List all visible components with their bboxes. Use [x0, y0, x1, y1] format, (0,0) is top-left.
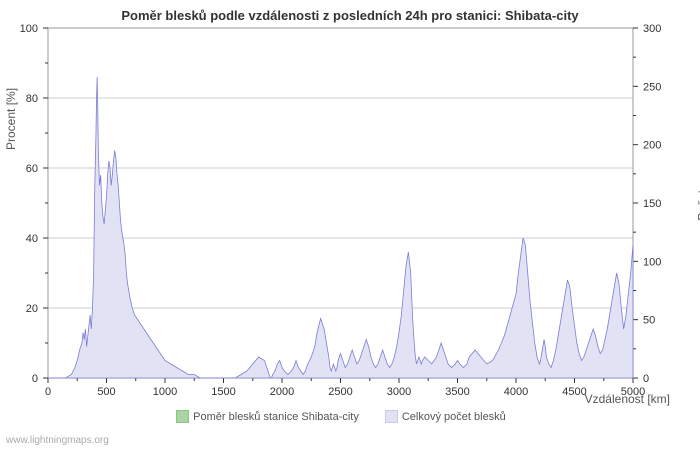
bottom-tick-label: 2500 — [328, 386, 352, 398]
left-tick-label: 40 — [26, 233, 38, 245]
right-tick-label: 150 — [643, 198, 661, 210]
left-tick-label: 60 — [26, 163, 38, 175]
right-tick-label: 300 — [643, 23, 661, 35]
bottom-tick-label: 4000 — [504, 386, 528, 398]
right-tick-label: 200 — [643, 140, 661, 152]
legend-item-1: Celkový počet blesků — [385, 410, 506, 423]
left-tick-label: 0 — [32, 373, 38, 385]
right-tick-label: 250 — [643, 81, 661, 93]
bottom-tick-label: 1000 — [153, 386, 177, 398]
left-axis-label: Procent [%] — [4, 88, 18, 150]
bottom-tick-label: 0 — [45, 386, 51, 398]
plot-area: 0 20 40 60 80 100 0 50 100 150 200 250 300 0 500 1000 15… — [48, 28, 633, 378]
legend-swatch-lavender — [385, 410, 398, 423]
right-tick-label: 0 — [643, 373, 649, 385]
chart-container: Poměr blesků podle vzdálenosti z posledn… — [0, 0, 700, 450]
bottom-tick-label: 1500 — [211, 386, 235, 398]
bottom-tick-label: 3000 — [387, 386, 411, 398]
legend-item-0: Poměr blesků stanice Shibata-city — [176, 410, 359, 423]
chart-title: Poměr blesků podle vzdálenosti z posledn… — [0, 0, 700, 23]
legend-swatch-green — [176, 410, 189, 423]
bottom-tick-label: 4500 — [562, 386, 586, 398]
legend-label-0: Poměr blesků stanice Shibata-city — [193, 411, 359, 423]
right-axis-label: Počet — [696, 190, 700, 221]
left-tick-label: 80 — [26, 93, 38, 105]
watermark-text: www.lightningmaps.org — [6, 435, 109, 446]
right-tick-label: 100 — [643, 256, 661, 268]
left-tick-label: 100 — [20, 23, 38, 35]
bottom-tick-label: 3500 — [445, 386, 469, 398]
legend-label-1: Celkový počet blesků — [402, 411, 506, 423]
legend: Poměr blesků stanice Shibata-city Celkov… — [0, 410, 700, 423]
left-tick-label: 20 — [26, 303, 38, 315]
bottom-tick-label: 5000 — [621, 386, 645, 398]
bottom-tick-label: 500 — [97, 386, 115, 398]
bottom-tick-label: 2000 — [270, 386, 294, 398]
right-tick-label: 50 — [643, 315, 655, 327]
